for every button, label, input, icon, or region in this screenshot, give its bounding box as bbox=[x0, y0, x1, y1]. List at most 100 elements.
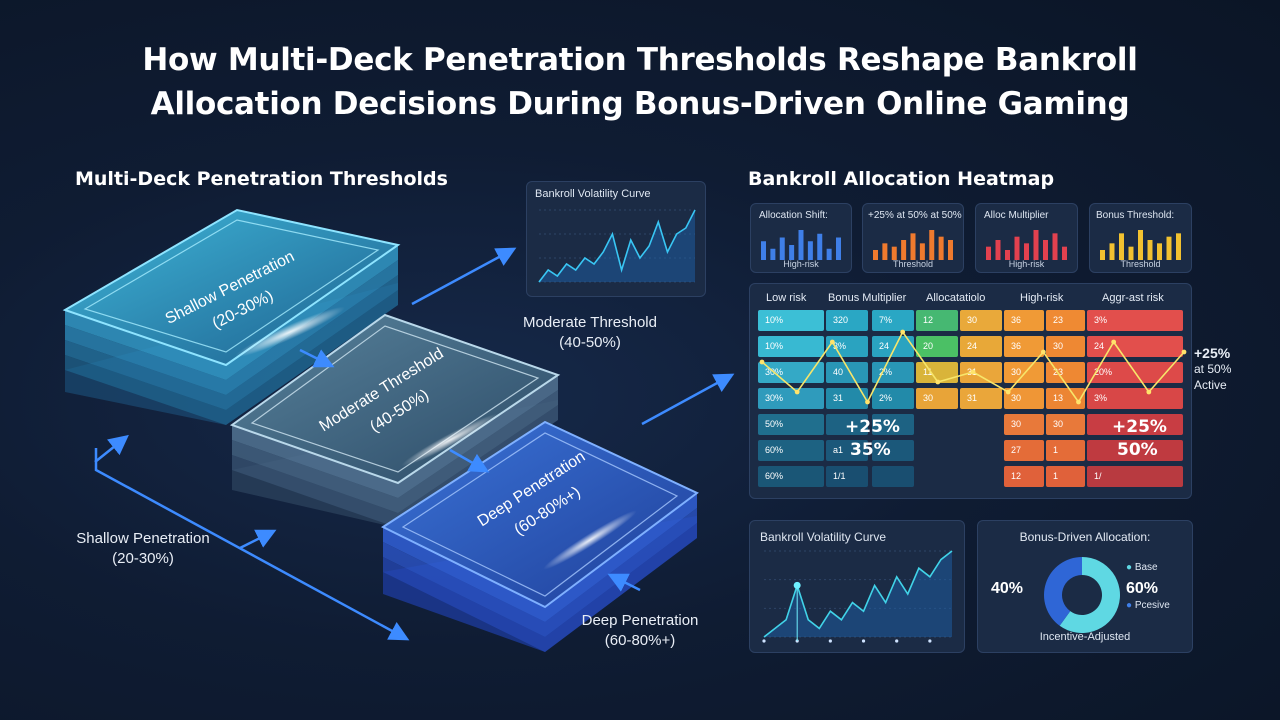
donut-slice bbox=[1044, 557, 1082, 626]
mini-bar bbox=[948, 240, 953, 260]
heatmap-cell: 10% bbox=[758, 336, 824, 357]
mini-chart-2-bars bbox=[873, 230, 953, 260]
heatmap-cell: 320 bbox=[826, 310, 868, 331]
heatmap-col-allocation: Allocatatiolo bbox=[926, 292, 986, 304]
heatmap-cell: 31 bbox=[960, 388, 1002, 409]
mini-chart-1-title: Allocation Shift: bbox=[759, 210, 828, 221]
mini-bar bbox=[891, 246, 897, 260]
heatmap-cell: 36 bbox=[1004, 336, 1044, 357]
trend-point bbox=[1111, 339, 1117, 345]
mini-bar bbox=[1024, 243, 1029, 260]
callout-shallow-line-1: Shallow Penetration bbox=[76, 530, 210, 547]
mini-chart-2-title: +25% at 50% at 50% bbox=[868, 210, 962, 221]
mini-chart-2: +25% at 50% at 50% Threshold bbox=[862, 203, 964, 273]
heatmap-trend-line bbox=[759, 329, 1187, 405]
heatmap-cell: a1 bbox=[826, 440, 868, 461]
callout-shallow: Shallow Penetration (20-30%) bbox=[68, 529, 218, 569]
heatmap-cell: 24 bbox=[1087, 336, 1183, 357]
overlay-left-bottom: 35% bbox=[850, 440, 891, 460]
callout-moderate: Moderate Threshold (40-50%) bbox=[520, 313, 660, 353]
volatility-title: Bankroll Volatility Curve bbox=[760, 530, 887, 544]
heatmap-cell bbox=[872, 414, 914, 435]
title-line-1: How Multi-Deck Penetration Thresholds Re… bbox=[142, 42, 1138, 78]
axis-dot bbox=[861, 639, 866, 643]
heatmap-cell: 1/ bbox=[1087, 466, 1183, 487]
donut-legend-second: ● Pcesive bbox=[1126, 600, 1170, 611]
callout-shallow-line-2: (20-30%) bbox=[112, 550, 174, 567]
heatmap-cell: 30 bbox=[1046, 414, 1085, 435]
heatmap-cell: 1 bbox=[1046, 440, 1085, 461]
penetration-layers-diagram: Shallow Penetration (20-30%) Moderate Th… bbox=[62, 208, 735, 652]
heatmap-cell: 30 bbox=[916, 388, 958, 409]
trend-point bbox=[900, 329, 906, 335]
mini-bar bbox=[817, 233, 823, 260]
page-title: How Multi-Deck Penetration Thresholds Re… bbox=[0, 38, 1280, 126]
side-note-big: +25% bbox=[1194, 345, 1231, 361]
mini-chart-1: Allocation Shift: High-risk bbox=[750, 203, 852, 273]
mini-bar bbox=[995, 240, 1001, 260]
donut-panel: Bonus-Driven Allocation: 40% ● Base 60% … bbox=[977, 520, 1193, 653]
heatmap-cell bbox=[872, 440, 914, 461]
callout-moderate-line-1: Moderate Threshold bbox=[523, 314, 657, 331]
volatility-chart bbox=[762, 550, 953, 643]
axis-dot bbox=[762, 639, 766, 643]
trend-point bbox=[759, 359, 765, 365]
heatmap-cell: 24 bbox=[872, 336, 914, 357]
legend-dot-second: ● bbox=[1126, 600, 1133, 611]
heatmap-cell bbox=[826, 414, 868, 435]
inset-volatility-panel: Bankroll Volatility Curve bbox=[526, 181, 706, 297]
donut-legend-base: ● Base bbox=[1126, 562, 1158, 573]
volatility-panel: Bankroll Volatility Curve bbox=[749, 520, 965, 653]
side-note-line-2: at 50% bbox=[1194, 362, 1232, 376]
mini-bar bbox=[779, 237, 785, 260]
heatmap-cell: 10% bbox=[758, 310, 824, 331]
trend-point bbox=[1040, 349, 1046, 355]
mini-bar bbox=[1043, 240, 1048, 260]
mini-bar bbox=[873, 250, 878, 260]
heatmap-cell: 30 bbox=[1046, 336, 1085, 357]
inset-volatility-chart bbox=[538, 209, 696, 283]
trend-point bbox=[1146, 389, 1152, 395]
volatility-line bbox=[538, 209, 696, 283]
legend-label-second: Pcesive bbox=[1134, 600, 1170, 611]
heatmap-col-aggressive-risk: Aggr-ast risk bbox=[1102, 292, 1164, 304]
donut-left-pct: 40% bbox=[991, 580, 1024, 597]
mini-bar bbox=[770, 248, 776, 260]
mini-bar bbox=[882, 243, 888, 260]
mini-bar bbox=[1157, 243, 1162, 260]
layer-deep bbox=[380, 420, 699, 652]
mini-bar bbox=[938, 236, 944, 260]
donut-slice bbox=[1059, 557, 1120, 633]
trend-point bbox=[794, 389, 800, 395]
mini-bar bbox=[807, 241, 813, 260]
heatmap-cell: 30 bbox=[1004, 414, 1044, 435]
callout-deep-line-1: Deep Penetration bbox=[581, 612, 699, 629]
legend-dot-base: ● bbox=[1126, 562, 1133, 573]
trend-point bbox=[1076, 399, 1081, 405]
heatmap-cell: 30 bbox=[1004, 388, 1044, 409]
mini-bar bbox=[836, 237, 841, 260]
mini-bar bbox=[919, 243, 925, 260]
legend-label-base: Base bbox=[1134, 562, 1158, 573]
heatmap-col-high-risk: High-risk bbox=[1020, 292, 1064, 304]
mini-bar bbox=[1128, 246, 1134, 260]
overlay-left-top: +25% bbox=[845, 417, 900, 437]
mini-bar bbox=[1005, 250, 1010, 260]
inset-volatility-title: Bankroll Volatility Curve bbox=[535, 188, 651, 200]
heatmap-cell: 40 bbox=[826, 362, 868, 383]
callout-deep: Deep Penetration (60-80%+) bbox=[570, 611, 710, 651]
mini-chart-4: Bonus Threshold: Threshold bbox=[1089, 203, 1192, 273]
mini-bar bbox=[1109, 243, 1115, 260]
heatmap-cell: 30 bbox=[1004, 362, 1044, 383]
mini-bar bbox=[910, 233, 916, 260]
mini-bar bbox=[789, 245, 795, 260]
heatmap-col-low-risk: Low risk bbox=[766, 292, 807, 304]
mini-bar bbox=[929, 230, 935, 260]
donut-bottom-label: Incentive-Adjusted bbox=[1039, 631, 1131, 643]
heatmap-cell: 1/1 bbox=[826, 466, 868, 487]
mini-bar bbox=[1138, 230, 1143, 260]
trend-line bbox=[761, 330, 1185, 404]
axis-dot bbox=[895, 639, 899, 643]
layer-shallow bbox=[62, 208, 401, 425]
heatmap-cell: 31 bbox=[826, 388, 868, 409]
